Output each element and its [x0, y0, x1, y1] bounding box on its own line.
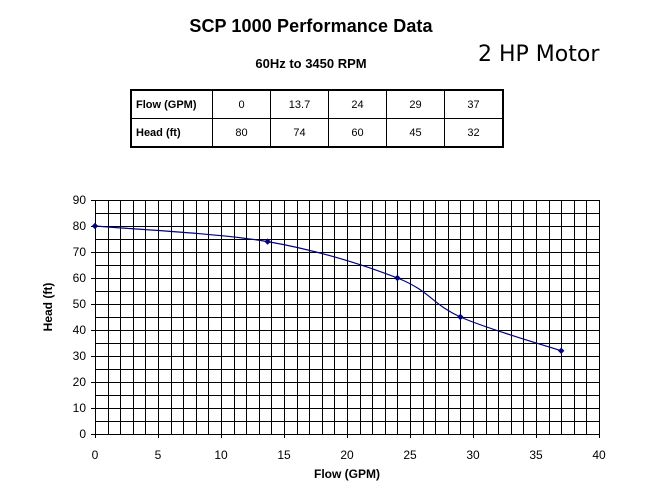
row-header-head: Head (ft)	[130, 118, 213, 148]
data-point	[558, 347, 565, 354]
y-tick-label: 90	[73, 193, 87, 207]
table-cell: 13.7	[270, 89, 329, 119]
data-point	[91, 222, 99, 230]
table-cell: 24	[328, 89, 387, 119]
series	[91, 222, 565, 354]
grid	[91, 200, 600, 438]
table-cell: 37	[444, 89, 504, 119]
x-tick-label: 25	[403, 448, 417, 462]
y-tick-label: 20	[73, 375, 87, 389]
x-tick-label: 35	[529, 448, 543, 462]
row-header-flow: Flow (GPM)	[130, 89, 213, 119]
table-cell: 0	[212, 89, 271, 119]
y-tick-label: 30	[73, 349, 87, 363]
data-point	[457, 313, 464, 321]
y-axis-label: Head (ft)	[41, 283, 55, 332]
table-cell: 60	[328, 118, 387, 148]
performance-table: Flow (GPM) 0 13.7 24 29 37 Head (ft) 80 …	[130, 89, 504, 148]
table-row-flow: Flow (GPM) 0 13.7 24 29 37	[130, 89, 504, 119]
x-tick-label: 20	[340, 448, 354, 462]
tick-labels: 0 5 10 15 20 25 30 35 40 0 10 20 30 40 50 60 70 80 90	[73, 193, 606, 462]
table-cell: 80	[212, 118, 271, 148]
data-point	[394, 274, 401, 282]
y-tick-label: 10	[73, 401, 87, 415]
x-tick-label: 0	[92, 448, 99, 462]
x-tick-label: 40	[592, 448, 606, 462]
motor-label: 2 HP Motor	[478, 42, 600, 67]
x-axis-label: Flow (GPM)	[314, 467, 380, 481]
table-cell: 32	[444, 118, 504, 148]
chart-subtitle: 60Hz to 3450 RPM	[255, 56, 367, 71]
table-cell: 45	[386, 118, 445, 148]
table-cell: 74	[270, 118, 329, 148]
y-tick-label: 60	[73, 271, 87, 285]
x-tick-label: 30	[466, 448, 480, 462]
y-tick-label: 0	[79, 427, 86, 441]
series-line	[94, 225, 562, 352]
table-row-head: Head (ft) 80 74 60 45 32	[130, 118, 504, 148]
x-tick-label: 10	[214, 448, 228, 462]
chart-title: SCP 1000 Performance Data	[189, 16, 433, 36]
table-cell: 29	[386, 89, 445, 119]
y-tick-label: 40	[73, 323, 87, 337]
data-point	[264, 238, 271, 245]
y-tick-label: 70	[73, 245, 87, 259]
y-tick-label: 50	[73, 297, 87, 311]
y-tick-label: 80	[73, 219, 87, 233]
x-tick-label: 5	[155, 448, 162, 462]
x-tick-label: 15	[277, 448, 291, 462]
